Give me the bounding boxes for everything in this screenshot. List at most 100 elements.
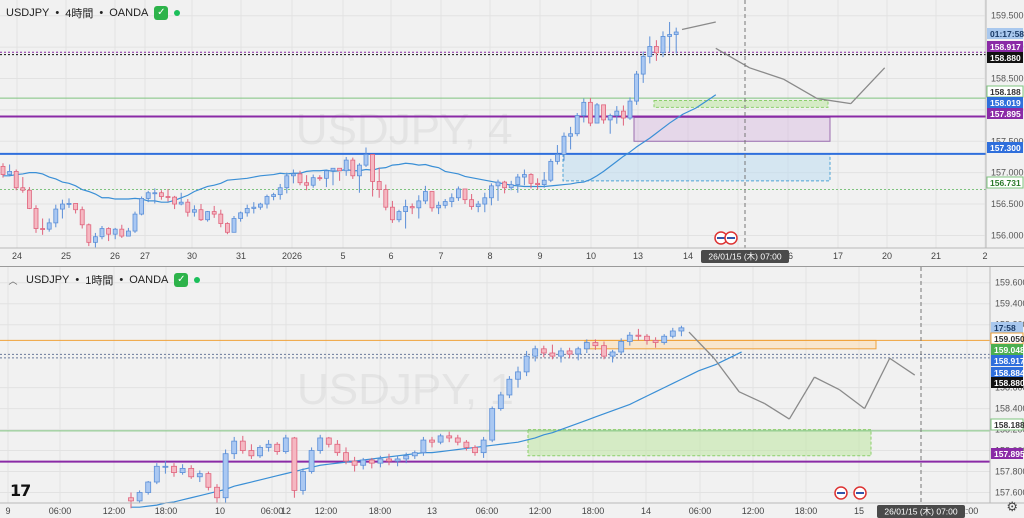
candle-body: [383, 189, 389, 208]
candle-body: [574, 115, 580, 135]
price-tag[interactable]: [987, 97, 1023, 108]
price-axis-bg: [990, 267, 1024, 518]
market-status-icon: [174, 10, 181, 16]
candle-body: [522, 174, 527, 178]
chart-canvas-4h[interactable]: USDJPY, 4159.500159.000158.500158.000157…: [0, 0, 1024, 266]
candle-body: [482, 197, 488, 205]
horizontal-lines: [0, 51, 986, 191]
x-tick-label: 18:00: [795, 506, 818, 516]
price-tag[interactable]: [987, 142, 1023, 153]
x-tick-label: 12:00: [742, 506, 765, 516]
x-tick-label: 18:00: [582, 506, 605, 516]
projection-segment: [749, 67, 784, 80]
projection-segment: [839, 389, 865, 410]
candle-body: [136, 492, 143, 502]
candle-body: [139, 197, 145, 215]
candle-body: [621, 110, 626, 119]
candle-body: [7, 171, 12, 175]
x-tick-label: 7: [438, 251, 443, 261]
candle-body: [555, 154, 560, 162]
candle-body: [660, 36, 666, 54]
candle-body: [627, 100, 633, 119]
settings-gear-icon[interactable]: ⚙: [1006, 499, 1018, 514]
broker-label: OANDA: [129, 274, 169, 286]
candle-body: [277, 187, 283, 196]
x-tick-label: 06:00: [476, 506, 499, 516]
candle-body: [304, 182, 310, 186]
price-tag[interactable]: [991, 377, 1023, 388]
candle-body: [502, 181, 508, 189]
price-tag[interactable]: [991, 355, 1023, 366]
price-tag-label: 158.188: [994, 420, 1024, 430]
price-tag[interactable]: [987, 41, 1023, 52]
price-zone[interactable]: [527, 429, 872, 457]
candle-body: [66, 203, 72, 205]
candle-body: [409, 206, 415, 209]
zones: [527, 339, 877, 457]
x-tick-label: 21: [931, 251, 941, 261]
candle-body: [475, 203, 481, 207]
chart-pane-4h[interactable]: USDJPY, 4159.500159.000158.500158.000157…: [0, 0, 1024, 266]
candle-body: [317, 437, 324, 451]
x-tick-label: 12: [281, 506, 291, 516]
projection-segment: [817, 97, 851, 105]
candle-body: [429, 439, 435, 443]
price-tag[interactable]: [987, 52, 1023, 63]
symbol-label[interactable]: USDJPY: [6, 7, 50, 19]
price-tag[interactable]: [991, 344, 1023, 355]
candle-body: [231, 218, 237, 233]
candle-body: [172, 196, 178, 205]
candle-body: [188, 467, 195, 478]
candle-body: [13, 171, 19, 189]
candles: [0, 21, 679, 248]
y-tick-label: 158.500: [991, 73, 1024, 83]
candle-body: [132, 213, 138, 232]
timeframe-label[interactable]: 1時間: [85, 275, 114, 287]
candle-body: [178, 201, 184, 205]
price-zone[interactable]: [633, 116, 831, 142]
candle-body: [376, 181, 382, 191]
crosshair-time-label: 26/01/15 (木) 07:00: [884, 507, 958, 517]
candle-body: [497, 394, 504, 410]
candle-body: [548, 160, 554, 181]
price-tag[interactable]: [991, 448, 1023, 459]
candle-body: [386, 458, 392, 462]
candle-body: [508, 184, 514, 189]
price-tag-label: 157.895: [994, 449, 1024, 459]
candle-body: [330, 167, 336, 172]
price-tag[interactable]: [986, 176, 1024, 189]
price-tag[interactable]: [991, 322, 1023, 333]
y-tick-label: 159.600: [995, 278, 1024, 288]
x-tick-label: 17: [833, 251, 843, 261]
tradingview-logo[interactable]: 17: [10, 481, 31, 500]
price-zone[interactable]: [653, 99, 829, 108]
x-tick-label: 2026: [282, 251, 302, 261]
x-tick-label: 06:00: [689, 506, 712, 516]
price-tag[interactable]: [990, 418, 1024, 431]
x-tick-label: 24: [12, 251, 22, 261]
timeframe-label[interactable]: 4時間: [65, 8, 94, 20]
chart-canvas-1h[interactable]: USDJPY, 1159.600159.400159.200158.600158…: [0, 267, 1024, 518]
price-tag[interactable]: [991, 367, 1023, 378]
candle-body: [343, 452, 349, 462]
candle-body: [205, 473, 212, 488]
chart-pane-1h[interactable]: USDJPY, 1159.600159.400159.200158.600158…: [0, 266, 1024, 518]
candle-body: [46, 222, 52, 230]
candle-body: [549, 352, 556, 357]
price-tag-label: 158.917: [990, 42, 1021, 52]
candle-body: [99, 228, 105, 238]
price-tag[interactable]: [987, 28, 1023, 39]
candle-body: [145, 192, 151, 199]
candle-body: [291, 437, 298, 491]
candle-body: [251, 206, 257, 209]
symbol-label[interactable]: USDJPY: [26, 274, 70, 286]
candle-body: [581, 101, 587, 116]
price-tag[interactable]: [987, 108, 1023, 119]
collapse-chevron-icon[interactable]: ︿: [8, 275, 18, 286]
candle-body: [618, 341, 625, 353]
price-zone[interactable]: [562, 153, 831, 182]
candle-body: [334, 443, 341, 454]
projection-segment: [681, 21, 716, 31]
candle-body: [403, 206, 409, 212]
x-tick-label: 18:00: [155, 506, 178, 516]
